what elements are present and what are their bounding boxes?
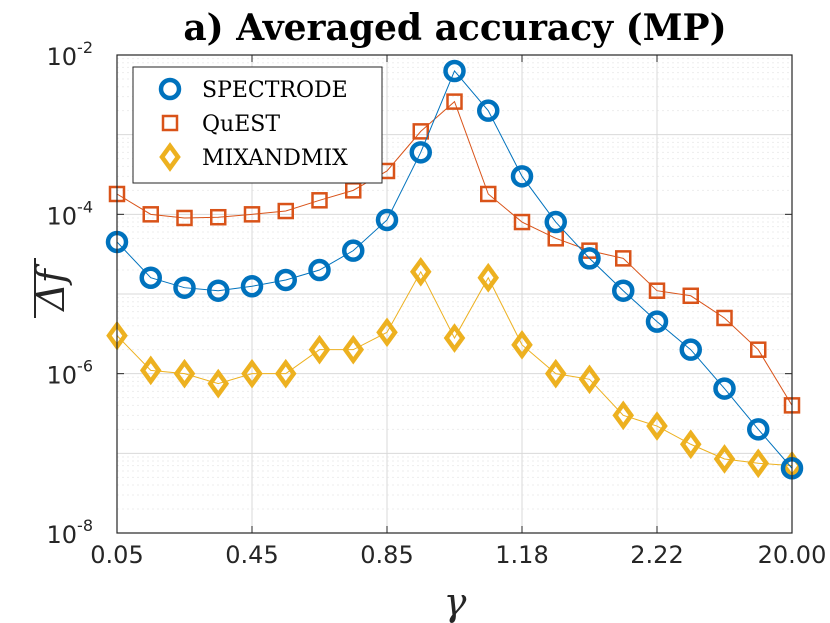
legend: SPECTRODE QuEST MIXANDMIX [132, 66, 383, 184]
x-tick-label: 0.45 [225, 541, 278, 569]
x-tick-label: 1.18 [495, 541, 548, 569]
data-point [412, 123, 429, 140]
data-point [747, 448, 770, 479]
data-point [207, 368, 230, 399]
series-line [116, 270, 793, 467]
data-point [612, 400, 635, 431]
y-tick-label: 10-8 [47, 516, 94, 549]
series-line [116, 70, 793, 469]
legend-label: MIXANDMIX [202, 146, 348, 171]
data-point [544, 210, 567, 234]
data-point [443, 59, 466, 83]
data-point [207, 279, 230, 302]
data-point [713, 377, 736, 400]
data-point [342, 239, 365, 262]
series-quest [108, 93, 801, 414]
legend-label: SPECTRODE [202, 78, 348, 103]
data-point [308, 334, 331, 365]
data-point [646, 411, 668, 441]
legend-label: QuEST [202, 112, 280, 137]
data-point [578, 364, 601, 395]
data-point [210, 208, 227, 226]
data-point [544, 358, 567, 389]
data-point [648, 282, 666, 299]
data-point [142, 206, 159, 223]
x-tick-label: 0.85 [360, 541, 413, 569]
x-tick-label: 0.05 [90, 541, 143, 569]
legend-item: SPECTRODE [158, 77, 348, 103]
data-point [510, 165, 534, 188]
data-point [511, 330, 533, 360]
data-point [679, 338, 702, 361]
data-point [477, 262, 500, 293]
data-point [750, 341, 767, 358]
data-point [375, 208, 399, 232]
plot-series [105, 59, 804, 481]
data-point [308, 258, 331, 282]
data-point [376, 317, 398, 348]
data-point [615, 250, 632, 267]
data-point [277, 202, 294, 220]
data-point [159, 142, 181, 172]
data-point [161, 114, 179, 132]
data-point [241, 358, 263, 389]
data-point [443, 323, 466, 353]
data-point [645, 310, 669, 333]
data-point [311, 192, 328, 209]
data-point [158, 77, 182, 101]
data-point [716, 309, 733, 327]
y-axis-label: Δf [29, 258, 73, 318]
x-tick-label: 2.22 [630, 541, 683, 569]
data-point [139, 266, 162, 289]
data-point [274, 358, 297, 389]
data-point [747, 418, 770, 441]
series-line [116, 100, 793, 406]
data-point [477, 99, 500, 122]
legend-item: QuEST [161, 112, 280, 137]
x-tick-label: 20.00 [758, 541, 827, 569]
data-point [409, 141, 432, 164]
data-point [243, 206, 261, 223]
data-point [612, 279, 635, 302]
x-axis-label: γ [444, 580, 467, 623]
data-point [409, 256, 432, 287]
data-point [342, 334, 365, 365]
chart-title: a) Averaged accuracy (MP) [183, 7, 726, 49]
axes-box [116, 54, 793, 534]
data-point [480, 185, 497, 203]
data-point [173, 276, 196, 299]
data-point [446, 93, 463, 110]
data-point [513, 213, 531, 231]
data-point [240, 275, 264, 298]
legend-item: MIXANDMIX [159, 142, 348, 172]
data-point [713, 444, 736, 474]
data-point [679, 429, 702, 460]
series-spectrode [105, 59, 804, 480]
data-point [139, 355, 162, 386]
y-axis-label-text: Δf [29, 263, 73, 312]
data-point [176, 209, 193, 227]
data-point [274, 268, 297, 292]
data-point [682, 287, 699, 305]
data-point [173, 358, 196, 389]
data-point [578, 247, 601, 270]
